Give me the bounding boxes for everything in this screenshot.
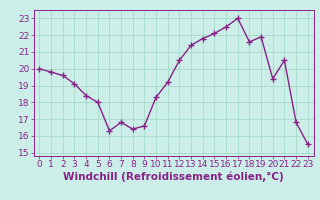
X-axis label: Windchill (Refroidissement éolien,°C): Windchill (Refroidissement éolien,°C)	[63, 172, 284, 182]
